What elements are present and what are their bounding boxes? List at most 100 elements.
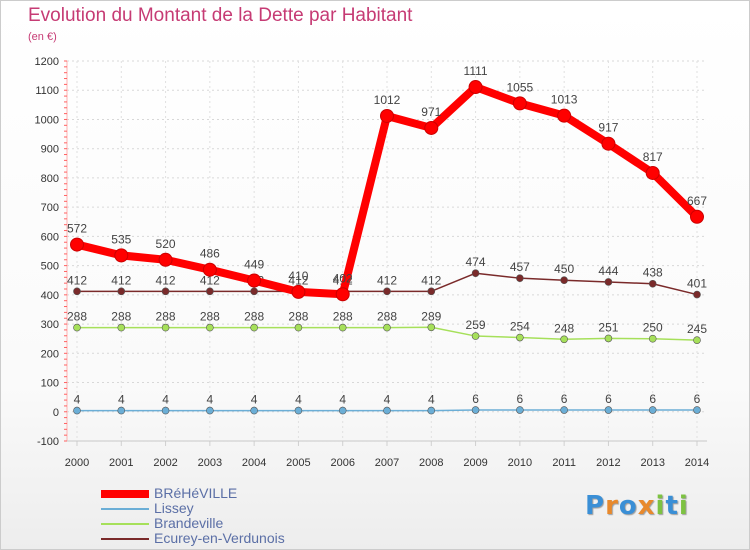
data-point-1 (427, 406, 436, 415)
legend-swatch (101, 538, 149, 540)
legend-label: Lissey (154, 500, 194, 516)
data-point-1 (471, 406, 480, 414)
data-point-1 (117, 406, 126, 415)
data-label-3: 412 (288, 273, 308, 287)
data-label-1: 4 (428, 393, 435, 407)
data-label-2: 288 (156, 310, 176, 324)
y-tick-label: 900 (41, 144, 59, 156)
x-tick-label: 2006 (330, 457, 354, 469)
data-point-3 (73, 287, 81, 296)
data-label-1: 6 (472, 392, 479, 406)
data-label-1: 6 (561, 392, 568, 406)
data-point-0 (114, 248, 129, 263)
x-tick-label: 2005 (286, 457, 310, 469)
x-tick-label: 2012 (596, 457, 620, 469)
data-label-3: 450 (554, 262, 574, 276)
data-label-2: 288 (288, 310, 308, 324)
data-label-0: 1013 (551, 93, 578, 107)
data-point-3 (604, 278, 613, 286)
data-label-2: 288 (67, 310, 87, 324)
data-point-1 (294, 406, 303, 415)
data-label-0: 917 (598, 121, 618, 135)
data-point-2 (693, 336, 701, 344)
logo-letter: P (585, 491, 606, 521)
data-label-2: 254 (510, 320, 530, 334)
y-tick-label: 400 (41, 290, 59, 302)
data-label-1: 4 (251, 393, 258, 407)
data-point-2 (161, 323, 170, 332)
data-label-3: 438 (643, 266, 663, 280)
data-point-0 (335, 287, 350, 302)
x-tick-label: 2001 (109, 457, 133, 469)
y-tick-label: 0 (53, 407, 59, 419)
data-point-3 (206, 287, 214, 296)
x-tick-label: 2000 (65, 457, 89, 469)
data-point-2 (73, 323, 81, 332)
data-label-1: 4 (207, 393, 214, 407)
data-point-1 (383, 406, 391, 415)
y-tick-label: 1100 (35, 85, 59, 97)
x-tick-label: 2002 (153, 457, 177, 469)
data-label-1: 4 (295, 393, 302, 407)
data-label-1: 4 (74, 393, 81, 407)
x-tick-label: 2014 (685, 457, 709, 469)
data-point-1 (250, 406, 258, 415)
data-point-2 (383, 323, 391, 332)
logo-letter: x (637, 491, 656, 521)
data-point-1 (693, 406, 701, 414)
data-point-2 (206, 323, 214, 332)
data-label-2: 259 (466, 318, 486, 332)
y-tick-label: 1200 (35, 56, 59, 68)
y-tick-label: 700 (41, 202, 59, 214)
legend-label: Ecurey-en-Verdunois (154, 530, 285, 546)
data-label-2: 288 (333, 310, 353, 324)
data-label-0: 1012 (374, 93, 401, 107)
logo-letter: r (605, 491, 619, 521)
data-point-0 (158, 252, 173, 267)
y-tick-label: 100 (41, 378, 59, 390)
data-point-0 (512, 96, 527, 111)
data-point-0 (690, 209, 704, 224)
data-point-2 (250, 323, 258, 332)
data-point-0 (247, 273, 262, 288)
data-label-3: 412 (156, 273, 176, 287)
data-point-3 (471, 269, 480, 278)
logo-letter: i (678, 491, 689, 521)
logo-letter: o (618, 491, 638, 521)
data-label-0: 817 (643, 150, 663, 164)
data-point-1 (338, 406, 347, 415)
data-point-1 (161, 406, 170, 415)
data-label-0: 1055 (507, 80, 534, 94)
data-label-2: 289 (421, 309, 441, 323)
data-label-2: 245 (687, 322, 707, 336)
data-label-2: 288 (111, 310, 131, 324)
data-point-0 (557, 108, 572, 123)
data-label-1: 6 (649, 392, 656, 406)
y-tick-label: 600 (41, 231, 59, 243)
data-label-1: 4 (339, 393, 346, 407)
x-tick-label: 2008 (419, 457, 443, 469)
data-label-1: 4 (384, 393, 391, 407)
data-point-1 (648, 406, 657, 414)
data-label-2: 288 (200, 310, 220, 324)
legend-swatch (101, 508, 149, 510)
data-label-3: 444 (598, 264, 618, 278)
data-point-3 (560, 276, 568, 285)
data-label-0: 535 (111, 232, 131, 246)
data-point-0 (601, 136, 616, 151)
data-label-0: 971 (421, 105, 441, 119)
data-point-2 (117, 323, 126, 332)
data-label-2: 288 (377, 310, 397, 324)
data-label-3: 457 (510, 260, 530, 274)
data-label-1: 6 (694, 392, 701, 406)
data-point-2 (338, 323, 347, 332)
data-point-0 (645, 165, 660, 180)
data-label-3: 412 (111, 273, 131, 287)
data-label-3: 412 (67, 273, 87, 287)
data-point-2 (560, 335, 568, 344)
data-label-0: 486 (200, 247, 220, 261)
data-label-0: 572 (67, 222, 87, 236)
data-point-0 (468, 80, 483, 95)
